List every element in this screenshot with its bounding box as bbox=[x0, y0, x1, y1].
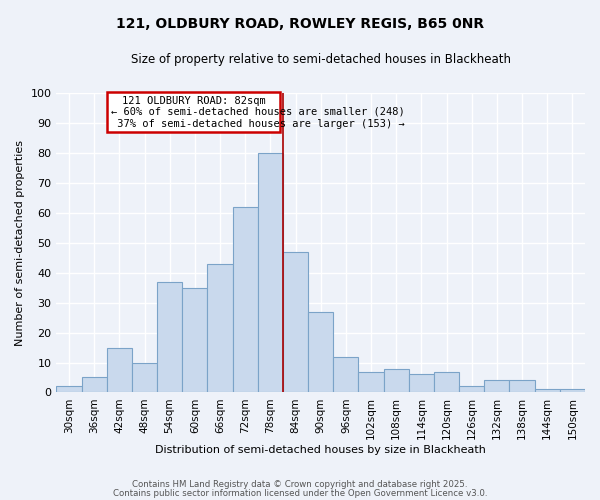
Bar bbox=[208, 264, 233, 392]
Bar bbox=[535, 390, 560, 392]
Y-axis label: Number of semi-detached properties: Number of semi-detached properties bbox=[15, 140, 25, 346]
Text: Contains HM Land Registry data © Crown copyright and database right 2025.: Contains HM Land Registry data © Crown c… bbox=[132, 480, 468, 489]
Text: 121 OLDBURY ROAD: 82sqm: 121 OLDBURY ROAD: 82sqm bbox=[122, 96, 265, 106]
Text: ← 60% of semi-detached houses are smaller (248): ← 60% of semi-detached houses are smalle… bbox=[110, 106, 404, 117]
X-axis label: Distribution of semi-detached houses by size in Blackheath: Distribution of semi-detached houses by … bbox=[155, 445, 486, 455]
Bar bbox=[182, 288, 208, 393]
Bar bbox=[82, 378, 107, 392]
Bar bbox=[308, 312, 333, 392]
Text: 37% of semi-detached houses are larger (153) →: 37% of semi-detached houses are larger (… bbox=[110, 118, 404, 128]
Bar bbox=[233, 207, 258, 392]
Bar bbox=[560, 390, 585, 392]
Bar bbox=[258, 153, 283, 392]
Bar bbox=[484, 380, 509, 392]
Text: 121, OLDBURY ROAD, ROWLEY REGIS, B65 0NR: 121, OLDBURY ROAD, ROWLEY REGIS, B65 0NR bbox=[116, 18, 484, 32]
Bar bbox=[409, 374, 434, 392]
Bar bbox=[358, 372, 383, 392]
Bar bbox=[333, 356, 358, 392]
Bar bbox=[157, 282, 182, 393]
Text: Contains public sector information licensed under the Open Government Licence v3: Contains public sector information licen… bbox=[113, 489, 487, 498]
Bar bbox=[459, 386, 484, 392]
Bar bbox=[509, 380, 535, 392]
Bar bbox=[283, 252, 308, 392]
Bar bbox=[107, 348, 132, 393]
Bar bbox=[434, 372, 459, 392]
Title: Size of property relative to semi-detached houses in Blackheath: Size of property relative to semi-detach… bbox=[131, 52, 511, 66]
Bar bbox=[132, 362, 157, 392]
Bar bbox=[383, 368, 409, 392]
FancyBboxPatch shape bbox=[107, 92, 280, 132]
Bar bbox=[56, 386, 82, 392]
